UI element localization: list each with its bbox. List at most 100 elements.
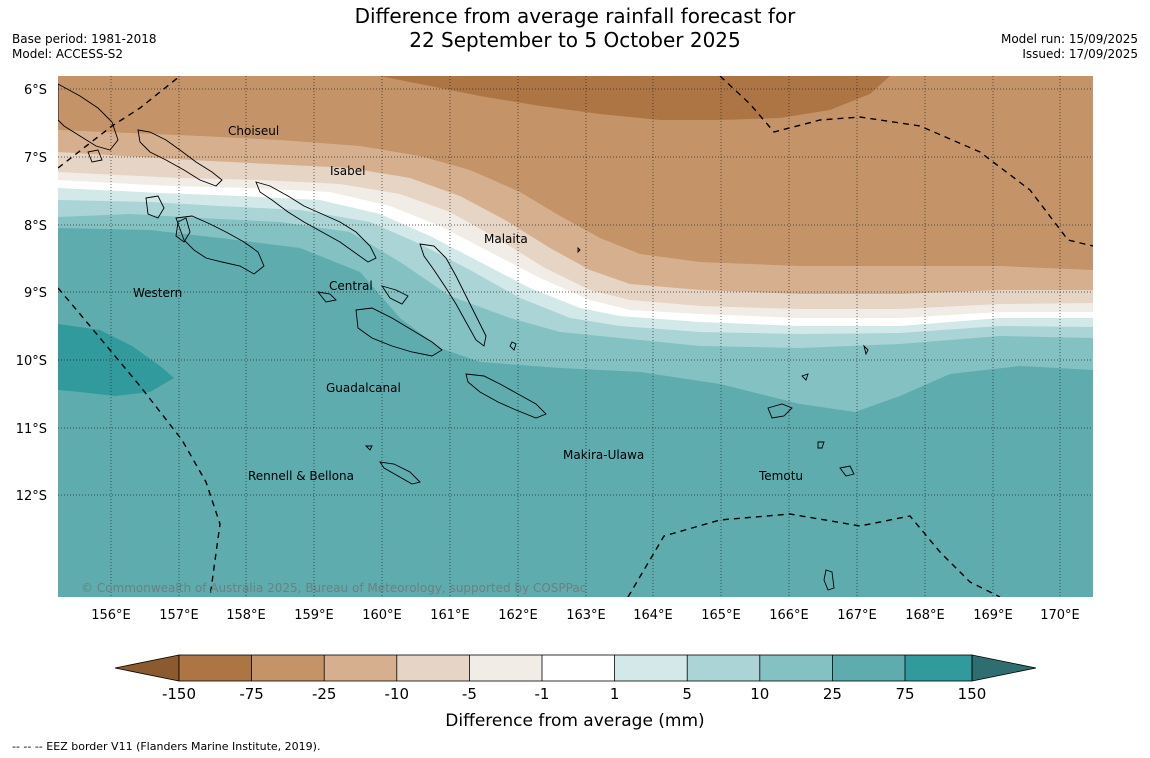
colorbar-segment [832,655,905,681]
colorbar-extend-left [114,654,180,682]
colorbar-tick: 10 [750,685,769,703]
colorbar-tick: -75 [239,685,264,703]
colorbar-label: Difference from average (mm) [445,711,704,731]
colorbar-segment [542,655,615,681]
lat-label: 8°S [24,219,47,234]
map-area: Choiseul Isabel Malaita Western Central … [58,76,1093,597]
lon-label: 161°E [430,608,470,623]
island-duff [863,344,869,356]
eez-borders [58,76,1093,597]
lon-label: 166°E [769,608,809,623]
lat-label: 6°S [24,83,47,98]
colorbar-segment [687,655,760,681]
lon-label: 164°E [633,608,673,623]
island-guadalcanal [355,307,443,357]
lat-labels: 6°S 7°S 8°S 9°S 10°S 11°S 12°S [16,83,47,504]
colorbar: -150 -75 -25 -10 -5 -1 1 5 10 25 75 150 … [114,654,1037,731]
island-utupua [817,441,825,449]
colorbar-segment [324,655,397,681]
colorbar-segment [614,655,688,681]
eez-border-south [627,513,1001,597]
label-western: Western [133,286,182,300]
colorbar-segment [396,655,470,681]
label-choiseul: Choiseul [228,124,279,138]
label-central: Central [329,279,373,293]
island-isabel [255,181,377,263]
meta-left: Base period: 1981-2018 Model: ACCESS-S2 [12,32,157,62]
meta-right: Model run: 15/09/2025 Issued: 17/09/2025 [1001,32,1138,62]
colorbar-segment [469,655,542,681]
lon-label: 165°E [701,608,741,623]
island-bougainville [58,83,119,151]
colorbar-tick: -10 [385,685,410,703]
lon-label: 168°E [905,608,945,623]
lat-label: 11°S [16,422,47,437]
colorbar-outline [178,654,973,682]
eez-border-north-east [719,76,1093,247]
chart-title: Difference from average rainfall forecas… [0,4,1150,52]
copyright-text: © Commonwealth of Australia 2025, Bureau… [81,581,586,595]
island-malaita [419,243,487,347]
island-santa-cruz [767,403,793,419]
colorbar-tick: 25 [823,685,842,703]
label-isabel: Isabel [330,164,365,178]
colorbar-tick: -1 [535,685,550,703]
colorbar-tick: 75 [895,685,914,703]
colorbar-tick: -5 [462,685,477,703]
lon-label: 157°E [159,608,199,623]
colorbar-segment [905,655,972,681]
colorbar-tick-labels: -150 -75 -25 -10 -5 -1 1 5 10 25 75 150 [162,685,986,703]
island-ranongga [175,217,191,243]
lon-label: 159°E [294,608,334,623]
island-makira [465,373,547,419]
island-new-georgia [175,215,265,275]
lat-label: 7°S [24,151,47,166]
island-rennell [379,461,421,485]
island-choiseul [137,129,223,187]
lon-labels: 156°E 157°E 158°E 159°E 160°E 161°E 162°… [91,608,1080,623]
lon-label: 170°E [1040,608,1080,623]
base-period: Base period: 1981-2018 [12,32,157,46]
island-vanikoro [839,465,855,477]
colorbar-extend-right [971,654,1037,682]
colorbar-tick: -25 [312,685,337,703]
label-guadalcanal: Guadalcanal [326,381,401,395]
lon-label: 163°E [566,608,606,623]
lon-label: 162°E [498,608,538,623]
title-line-1: Difference from average rainfall forecas… [354,4,796,28]
colorbar-tick: 5 [682,685,692,703]
island-bellona [364,445,373,451]
issued-date: Issued: 17/09/2025 [1022,47,1138,61]
band-minus75-minus25 [58,76,1093,270]
island-reef [801,373,809,381]
label-makira-ulawa: Makira-Ulawa [563,448,644,462]
colorbar-dividers [251,655,906,681]
lon-label: 169°E [973,608,1013,623]
lon-label: 156°E [91,608,131,623]
province-labels: Choiseul Isabel Malaita Western Central … [133,124,803,483]
colorbar-tick: 150 [958,685,987,703]
lon-label: 160°E [362,608,402,623]
colorbar-segment [759,655,833,681]
lon-label: 167°E [837,608,877,623]
island-ulawa [509,341,517,351]
island-russell [316,291,337,303]
eez-border-northwest [58,76,181,169]
lon-label: 158°E [226,608,266,623]
lat-label: 9°S [24,286,47,301]
colorbar-tick: 1 [610,685,620,703]
island-florida [380,285,409,305]
model-name: Model: ACCESS-S2 [12,47,124,61]
title-line-2: 22 September to 5 October 2025 [409,28,741,52]
island-vella-lavella [145,195,165,219]
colorbar-segment [179,655,252,681]
colorbar-tick: -150 [162,685,196,703]
island-tikopia [823,569,835,591]
eez-legend-note: -- -- -- EEZ border V11 (Flanders Marine… [12,740,321,753]
label-malaita: Malaita [484,232,528,246]
label-rennell-bellona: Rennell & Bellona [248,469,354,483]
island-ontong [577,246,581,254]
islands [58,83,869,591]
band-minus150-minus75 [380,76,890,120]
